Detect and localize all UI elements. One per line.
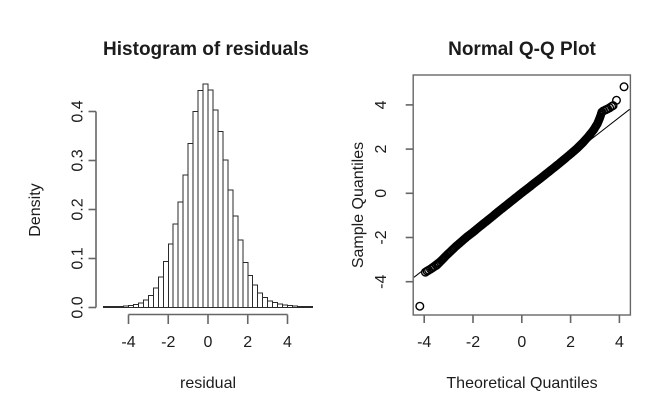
x-tick-label: 0 [204, 334, 213, 351]
y-tick-label: 0.1 [70, 247, 87, 269]
histogram-bar [108, 306, 115, 309]
histogram-bar [222, 159, 229, 308]
y-tick-label: -2 [373, 230, 390, 244]
histogram-plot: Histogram of residuals 0.0 0.1 0.2 0.3 0.4 -4… [27, 39, 313, 392]
histogram-bar [267, 300, 274, 309]
histogram-xlabel: residual [180, 375, 236, 392]
qq-ylabel: Sample Quantiles [350, 142, 367, 268]
qq-xlabel: Theoretical Quantiles [446, 375, 597, 392]
qq-outlier-point [415, 301, 425, 311]
qq-title: Normal Q-Q Plot [448, 39, 596, 60]
histogram-bar [282, 304, 288, 308]
x-tick-label: -2 [466, 334, 480, 351]
histogram-bar [172, 223, 179, 308]
qq-plot: Normal Q-Q Plot -4 -2 0 2 4 -4 -2 0 2 4 Theoretic… [350, 39, 632, 392]
y-tick-label: 2 [373, 145, 390, 154]
x-tick-label: 4 [283, 334, 292, 351]
histogram-bar [237, 239, 244, 309]
y-tick-label: 0.2 [70, 198, 87, 220]
x-tick-label: -2 [161, 334, 175, 351]
histogram-bar [192, 111, 199, 308]
histogram-bar [182, 174, 189, 308]
histogram-bar [167, 243, 174, 309]
histogram-bar [306, 306, 313, 308]
histogram-bar [252, 284, 259, 308]
histogram-bar [291, 305, 298, 308]
histogram-bar [137, 302, 144, 308]
histogram-bar [147, 295, 154, 308]
histogram-bar [113, 306, 120, 308]
x-tick-label: -4 [417, 334, 431, 351]
histogram-bar [262, 297, 269, 309]
histogram-bar [152, 287, 159, 308]
histogram-bar [272, 302, 279, 309]
histogram-bar [123, 305, 129, 308]
histogram-bar [242, 261, 249, 309]
qq-outlier-point [611, 95, 621, 105]
histogram-bar [142, 299, 149, 308]
histogram-bar [247, 275, 254, 308]
histogram-bar [118, 305, 125, 308]
histogram-bar [128, 305, 134, 309]
histogram-bar [301, 306, 308, 308]
histogram-bar [296, 305, 303, 308]
histogram-bar [197, 89, 204, 309]
histogram-plot-area: 0.0 0.1 0.2 0.3 0.4 -4 -2 0 2 4 [70, 83, 313, 351]
x-tick-label: 2 [243, 334, 252, 351]
qq-plot-area: -4 -2 0 2 4 -4 -2 0 2 4 [373, 74, 632, 351]
histogram-bar [277, 303, 284, 309]
x-tick-label: 0 [517, 334, 526, 351]
y-tick-label: 0 [373, 189, 390, 198]
histogram-bar [217, 131, 224, 308]
histogram-bar [212, 109, 219, 308]
histogram-bar [187, 142, 194, 308]
histogram-bar [227, 189, 234, 308]
histogram-bar [162, 260, 169, 309]
y-tick-label: -4 [373, 274, 390, 288]
x-tick-label: 4 [615, 334, 624, 351]
histogram-bar [103, 306, 110, 309]
histogram-bar [177, 201, 184, 308]
y-tick-label: 0.0 [70, 296, 87, 318]
histogram-bar [132, 304, 139, 308]
y-tick-label: 4 [373, 100, 390, 109]
qq-outlier-point [431, 260, 441, 270]
histogram-title: Histogram of residuals [103, 39, 309, 60]
histogram-bar [202, 83, 209, 308]
histogram-bar [287, 305, 293, 309]
histogram-ylabel: Density [27, 183, 44, 236]
histogram-bar [157, 276, 164, 308]
x-tick-label: 2 [566, 334, 575, 351]
y-tick-label: 0.3 [70, 149, 87, 171]
histogram-bar [207, 89, 214, 308]
qq-outlier-point [619, 82, 629, 92]
histogram-bar [232, 215, 239, 308]
histogram-bar [257, 292, 264, 308]
y-tick-label: 0.4 [70, 100, 87, 122]
x-tick-label: -4 [121, 334, 135, 351]
